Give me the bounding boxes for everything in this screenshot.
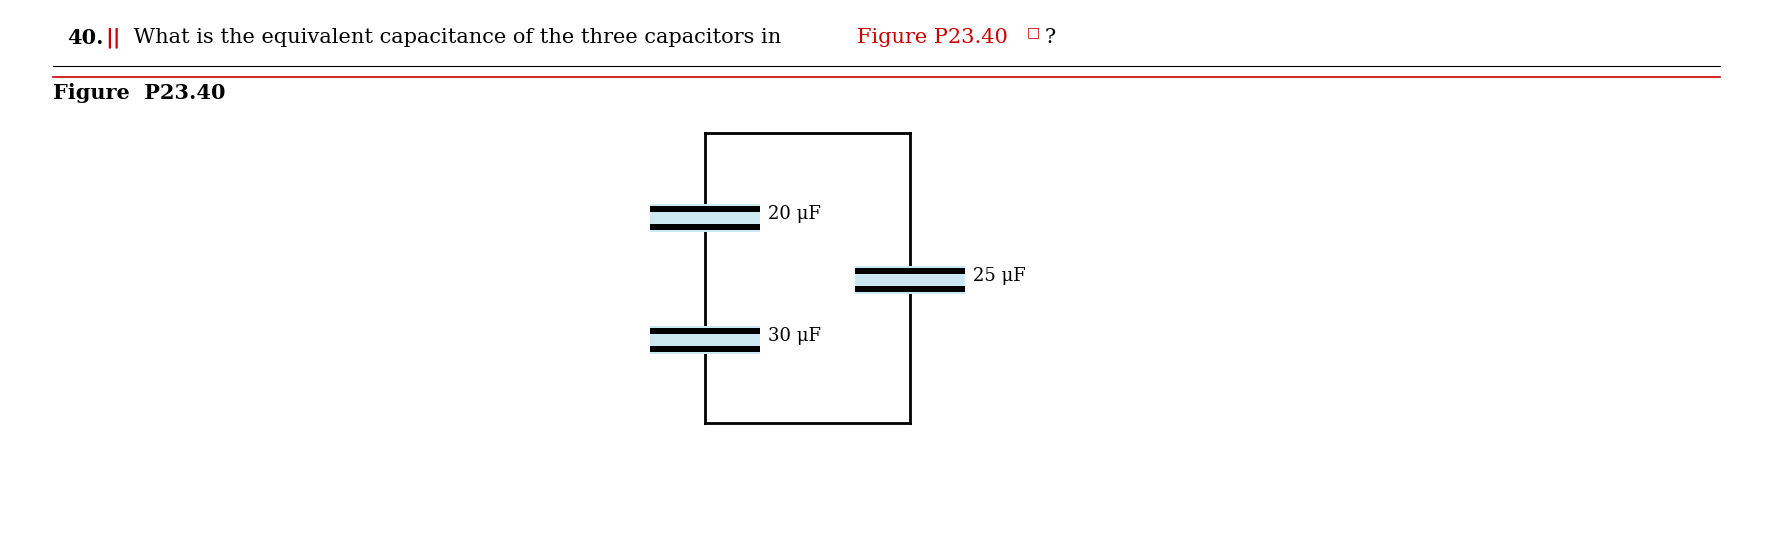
Text: What is the equivalent capacitance of the three capacitors in: What is the equivalent capacitance of th… [127, 28, 788, 47]
Text: 40.: 40. [67, 28, 103, 48]
Text: Figure P23.40: Figure P23.40 [857, 28, 1007, 47]
Bar [855, 286, 965, 292]
Text: ?: ? [1044, 28, 1057, 47]
Bar [855, 268, 965, 274]
Bar [855, 266, 965, 294]
Text: ||: || [104, 28, 120, 49]
Bar [650, 326, 759, 354]
Text: 30 μF: 30 μF [768, 327, 821, 345]
Text: Figure  P23.40: Figure P23.40 [53, 83, 225, 103]
Bar [650, 206, 759, 212]
Bar [650, 328, 759, 334]
Text: □: □ [1027, 25, 1041, 39]
Text: 20 μF: 20 μF [768, 205, 821, 223]
Bar [650, 204, 759, 232]
Bar [650, 346, 759, 352]
Text: 25 μF: 25 μF [974, 267, 1027, 285]
Bar [650, 224, 759, 230]
